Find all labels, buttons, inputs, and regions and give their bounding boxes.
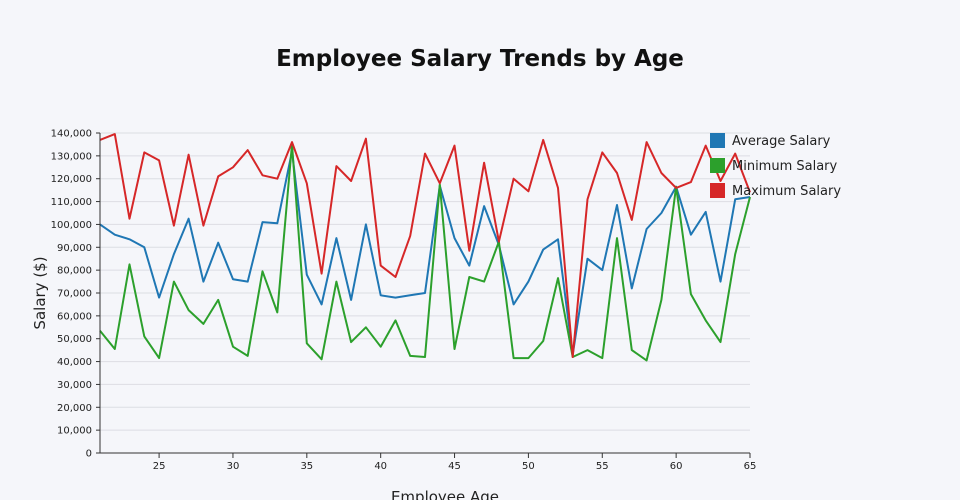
y-tick-label: 90,000: [57, 243, 92, 254]
y-tick-label: 100,000: [51, 220, 92, 231]
y-tick-label: 20,000: [57, 403, 92, 414]
y-tick-label: 30,000: [57, 380, 92, 391]
legend[interactable]: Average Salary Minimum Salary Maximum Sala…: [710, 133, 841, 199]
y-axis-label: Salary ($): [31, 256, 49, 329]
legend-item-maximum-salary[interactable]: Maximum Salary: [710, 183, 841, 199]
legend-label: Minimum Salary: [732, 159, 838, 174]
gridlines: [100, 132, 750, 431]
legend-item-average-salary[interactable]: Average Salary: [710, 133, 831, 149]
y-tick-label: 110,000: [51, 197, 92, 208]
average-salary-line: [99, 150, 751, 356]
maximum-salary-line: [99, 133, 751, 358]
y-tick-label: 70,000: [57, 289, 92, 300]
y-tick-label: 140,000: [51, 129, 92, 140]
x-axis-label: Employee Age: [391, 488, 499, 500]
x-tick-label: 50: [522, 461, 535, 472]
y-tick-label: 40,000: [57, 357, 92, 368]
legend-item-minimum-salary[interactable]: Minimum Salary: [710, 158, 838, 174]
legend-label: Maximum Salary: [732, 184, 841, 199]
y-tick-label: 80,000: [57, 266, 92, 277]
y-tick-label: 130,000: [51, 151, 92, 162]
y-tick-label: 10,000: [57, 426, 92, 437]
x-tick-label: 55: [596, 461, 609, 472]
x-tick-label: 65: [744, 461, 757, 472]
legend-label: Average Salary: [732, 134, 831, 149]
x-axis-ticks: 25 30 35 40 45 50 55 60 65: [153, 453, 757, 472]
series-lines: [99, 133, 751, 362]
y-tick-label: 50,000: [57, 334, 92, 345]
x-tick-label: 35: [300, 461, 313, 472]
legend-swatch: [710, 158, 725, 173]
y-tick-label: 0: [86, 449, 92, 460]
x-tick-label: 25: [153, 461, 166, 472]
legend-swatch: [710, 133, 725, 148]
x-tick-label: 40: [374, 461, 387, 472]
y-tick-label: 60,000: [57, 311, 92, 322]
chart-title: Employee Salary Trends by Age: [276, 46, 684, 72]
x-tick-label: 45: [448, 461, 461, 472]
legend-swatch: [710, 183, 725, 198]
y-axis-ticks: 0 10,000 20,000 30,000 40,000 50,000 60,000 70,…: [51, 129, 100, 460]
x-tick-label: 30: [227, 461, 240, 472]
y-tick-label: 120,000: [51, 174, 92, 185]
x-tick-label: 60: [670, 461, 683, 472]
minimum-salary-line: [99, 143, 751, 362]
